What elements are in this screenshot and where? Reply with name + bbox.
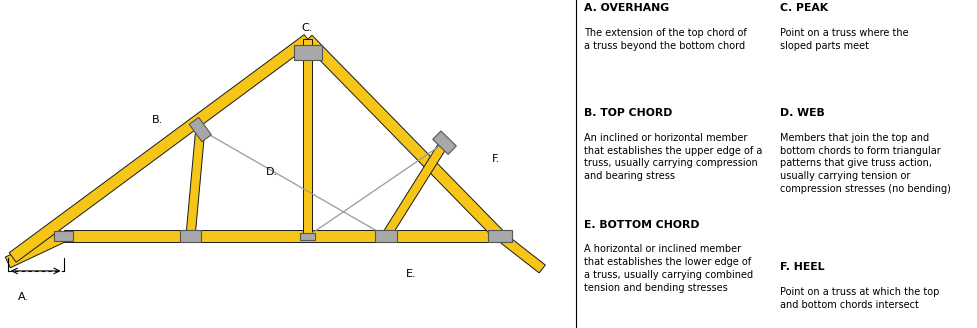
Polygon shape [190, 117, 211, 142]
Polygon shape [180, 230, 201, 242]
Text: B. TOP CHORD: B. TOP CHORD [584, 108, 672, 118]
Text: A.: A. [18, 292, 28, 302]
Text: C.: C. [301, 23, 313, 33]
Polygon shape [304, 35, 504, 240]
Text: A. OVERHANG: A. OVERHANG [584, 3, 669, 13]
Polygon shape [294, 45, 321, 60]
Text: C. PEAK: C. PEAK [780, 3, 828, 13]
Text: B.: B. [151, 115, 163, 125]
Polygon shape [9, 35, 312, 262]
Text: Members that join the top and
bottom chords to form triangular
patterns that giv: Members that join the top and bottom cho… [780, 133, 951, 194]
Text: Point on a truss at which the top
and bottom chords intersect: Point on a truss at which the top and bo… [780, 287, 939, 310]
Text: An inclined or horizontal member
that establishes the upper edge of a
truss, usu: An inclined or horizontal member that es… [584, 133, 763, 181]
Polygon shape [303, 39, 313, 236]
Polygon shape [64, 230, 500, 242]
Polygon shape [5, 231, 66, 268]
Text: F.: F. [491, 154, 499, 164]
Text: A horizontal or inclined member
that establishes the lower edge of
a truss, usua: A horizontal or inclined member that est… [584, 244, 753, 293]
Text: The extension of the top chord of
a truss beyond the bottom chord: The extension of the top chord of a trus… [584, 28, 747, 51]
Text: Point on a truss where the
sloped parts meet: Point on a truss where the sloped parts … [780, 28, 909, 51]
Text: E. BOTTOM CHORD: E. BOTTOM CHORD [584, 220, 700, 230]
Text: E.: E. [405, 269, 416, 279]
Polygon shape [497, 232, 545, 273]
Text: D. WEB: D. WEB [780, 108, 825, 118]
Polygon shape [300, 233, 316, 240]
Polygon shape [382, 140, 448, 238]
Polygon shape [488, 230, 512, 242]
Polygon shape [54, 231, 73, 241]
Text: F. HEEL: F. HEEL [780, 262, 825, 272]
Polygon shape [375, 230, 397, 242]
Text: D.: D. [266, 167, 277, 177]
Polygon shape [186, 129, 205, 236]
Polygon shape [433, 131, 456, 154]
